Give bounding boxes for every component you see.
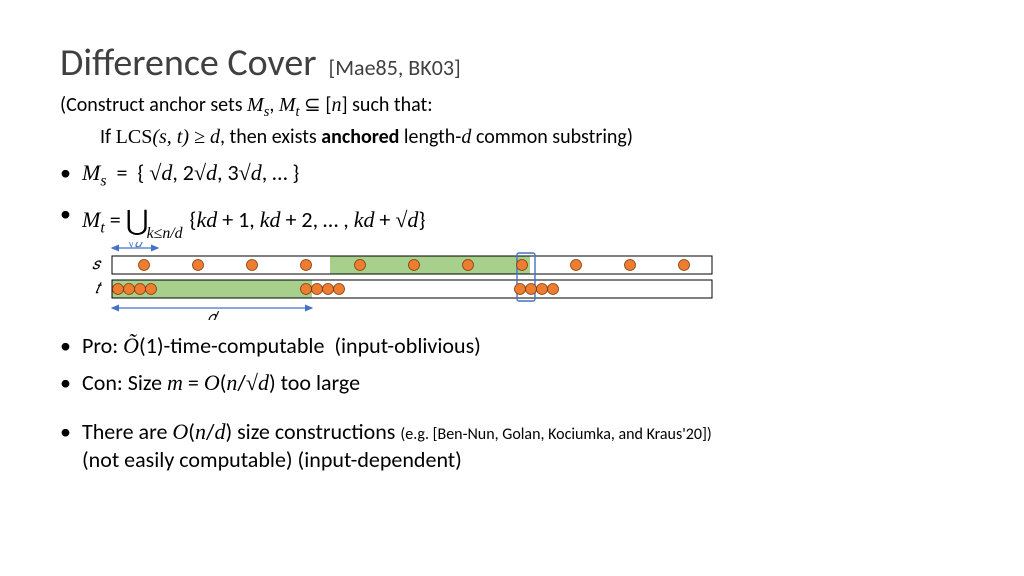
bullet-alternative: There are O(n/d) size constructions (e.g… xyxy=(60,418,964,475)
svg-text:𝑡: 𝑡 xyxy=(95,280,102,297)
title-row: Difference Cover [Mae85, BK03] xyxy=(60,40,964,86)
construct-condition: If LCS(s, t) ≥ d, then exists anchored l… xyxy=(100,125,964,149)
bullet-Ms: Ms = { √d, 2√d, 3√d, … } xyxy=(60,159,964,190)
diagram-svg: √𝑑 𝑠𝑡 𝑑 xyxy=(82,242,742,320)
bullet-list: Ms = { √d, 2√d, 3√d, … } Mt = ⋃k≤n/d {kd… xyxy=(60,159,964,238)
bullet-con: Con: Size m = O(n/√d) too large xyxy=(60,369,964,396)
construct-line: (Construct anchor sets Ms, Mt ⊆ [n] such… xyxy=(60,92,964,121)
diagram: √𝑑 𝑠𝑡 𝑑 xyxy=(82,242,964,320)
svg-text:𝑑: 𝑑 xyxy=(208,310,220,320)
slide-title: Difference Cover xyxy=(60,40,317,86)
bullet-Mt: Mt = ⋃k≤n/d {kd + 1, kd + 2, … , kd + √d… xyxy=(60,200,964,237)
alt-text-b: (not easily computable) (input-dependent… xyxy=(82,446,462,473)
title-citation: [Mae85, BK03] xyxy=(329,54,461,81)
alt-text-a: There are O(n/d) size constructions xyxy=(82,418,400,445)
svg-text:√𝑑: √𝑑 xyxy=(128,242,146,250)
svg-text:𝑠: 𝑠 xyxy=(92,256,102,273)
alt-citation: (e.g. [Ben-Nun, Golan, Kociumka, and Kra… xyxy=(400,425,711,444)
bullet-list-2: Pro: Õ(1)-time-computable (input-oblivio… xyxy=(60,332,964,475)
bullet-pro: Pro: Õ(1)-time-computable (input-oblivio… xyxy=(60,332,964,359)
